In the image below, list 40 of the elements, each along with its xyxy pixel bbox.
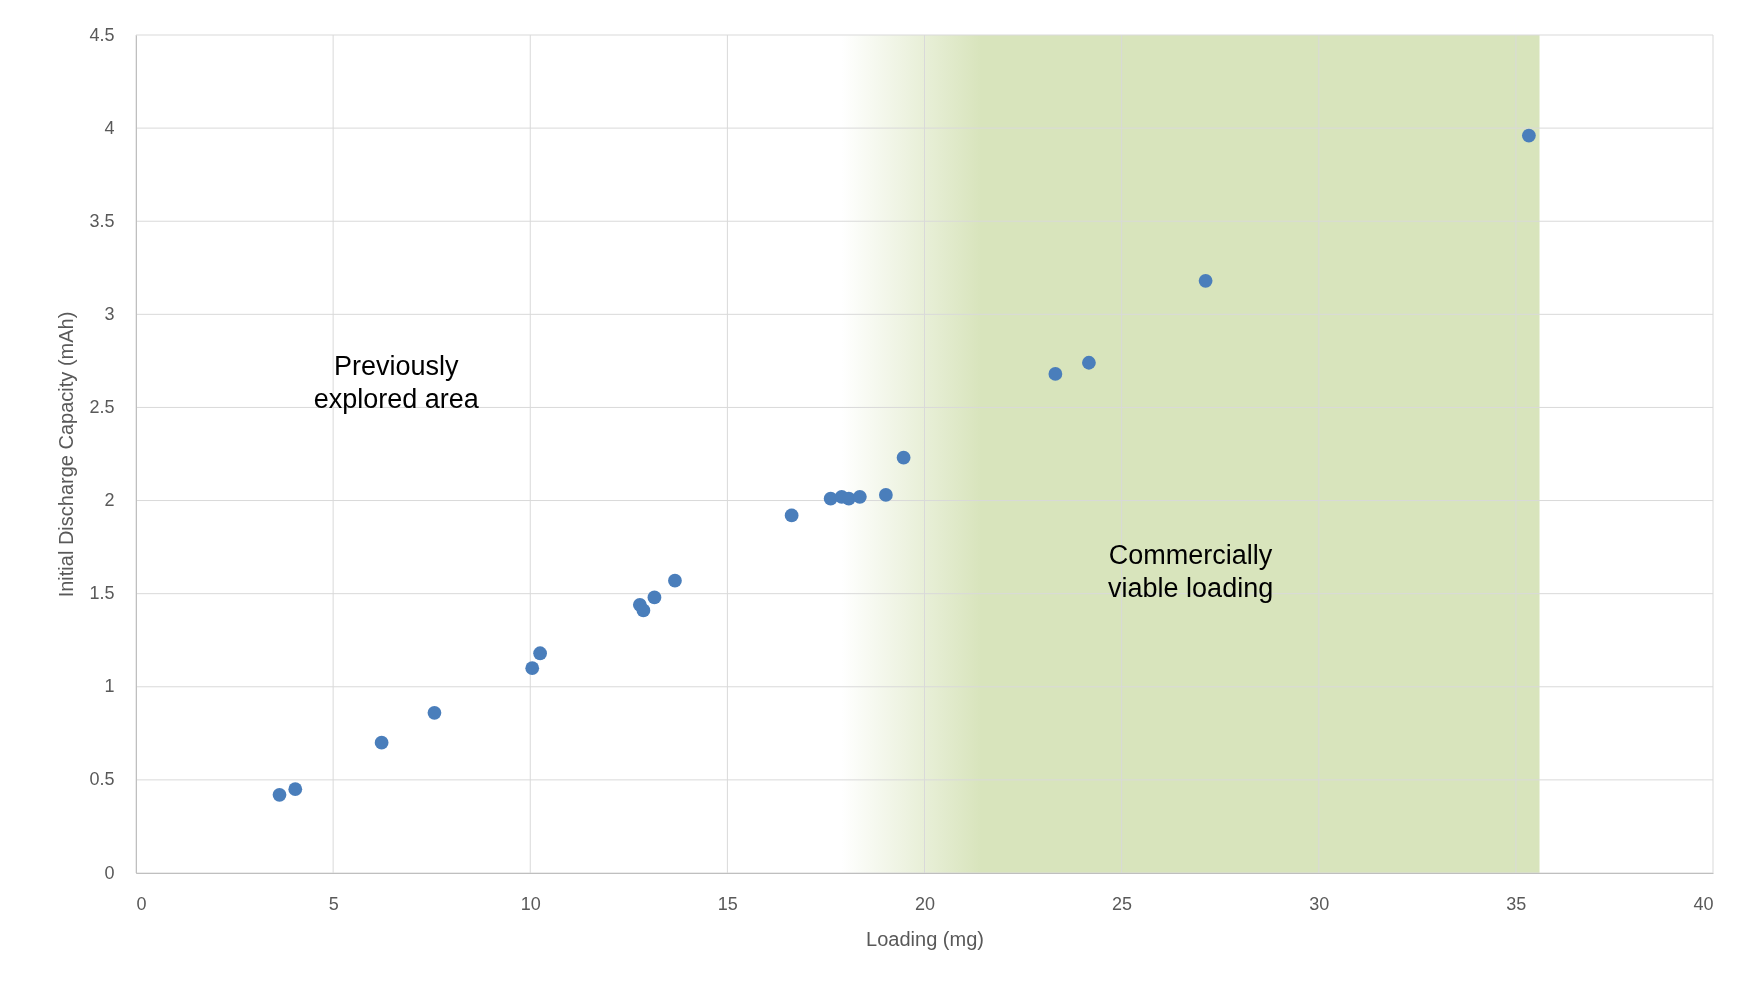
y-tick-label: 2 bbox=[104, 490, 115, 511]
x-tick-label: 15 bbox=[717, 893, 738, 914]
point bbox=[896, 450, 911, 465]
y-tick-label: 1 bbox=[104, 676, 115, 697]
point bbox=[272, 787, 287, 802]
x-tick-label: 0 bbox=[136, 893, 147, 914]
annotation: Previously explored area bbox=[313, 351, 480, 415]
y-tick-label: 4.5 bbox=[89, 24, 115, 45]
y-tick-label: 0.5 bbox=[89, 769, 115, 790]
y-tick-label: 3.5 bbox=[89, 210, 115, 231]
x-axis-title: Loading (mg) bbox=[866, 927, 984, 950]
x-tick-label: 5 bbox=[328, 893, 339, 914]
y-tick-label: 0 bbox=[104, 862, 115, 883]
point bbox=[1048, 367, 1063, 381]
x-tick-label: 30 bbox=[1309, 893, 1330, 914]
point bbox=[1521, 128, 1536, 143]
x-tick-label: 20 bbox=[914, 893, 936, 914]
point bbox=[1082, 355, 1096, 370]
point bbox=[374, 735, 389, 750]
y-axis-title: Initial Discharge Capacity (mAh) bbox=[55, 311, 78, 598]
point bbox=[784, 508, 799, 523]
point bbox=[288, 782, 303, 797]
point bbox=[636, 603, 651, 618]
band-label: Commercially viable loading bbox=[1108, 540, 1274, 604]
point bbox=[647, 590, 662, 605]
x-tick-label: 35 bbox=[1506, 893, 1527, 914]
point bbox=[668, 573, 682, 588]
point bbox=[533, 646, 547, 661]
x-tick-label: 10 bbox=[520, 893, 541, 914]
x-tick-label: 40 bbox=[1693, 893, 1714, 914]
y-tick-label: 2.5 bbox=[89, 396, 115, 417]
x-tick-label: 25 bbox=[1112, 893, 1133, 914]
y-tick-label: 4 bbox=[104, 117, 115, 138]
point bbox=[852, 489, 867, 504]
point bbox=[525, 661, 540, 676]
y-tick-label: 3 bbox=[104, 303, 115, 324]
point bbox=[427, 705, 442, 720]
point bbox=[1198, 273, 1213, 288]
point bbox=[878, 488, 893, 502]
y-tick-label: 1.5 bbox=[89, 583, 115, 604]
